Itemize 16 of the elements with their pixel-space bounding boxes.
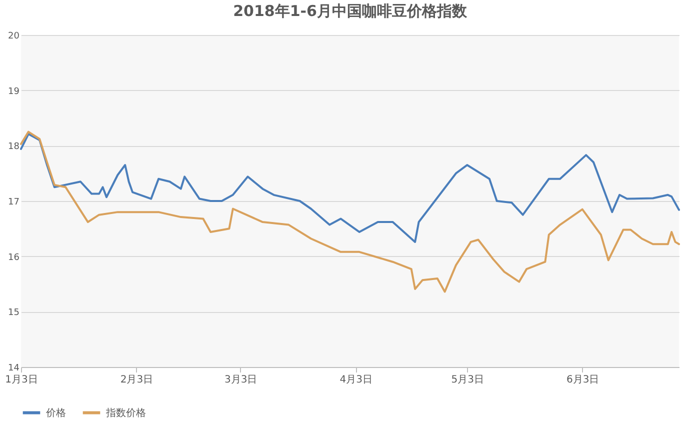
x-tick-label: 1月3日 (5, 374, 38, 386)
chart-title: 2018年1-6月中国咖啡豆价格指数 (233, 2, 468, 20)
y-tick-label: 17 (8, 198, 20, 208)
x-tick-label: 4月3日 (340, 374, 372, 386)
y-tick-label: 19 (8, 86, 20, 97)
x-tick-label: 3月3日 (224, 374, 258, 386)
x-tick-label: 5月3日 (451, 374, 484, 386)
y-tick-label: 14 (8, 364, 20, 374)
x-tick-label: 2月3日 (120, 374, 154, 386)
legend-label: 价格 (45, 406, 66, 419)
y-tick-label: 16 (8, 252, 20, 263)
legend-label: 指数价格 (105, 406, 146, 419)
x-tick-label: 6月3日 (566, 374, 600, 386)
y-tick-label: 20 (8, 32, 20, 42)
y-tick-label: 18 (8, 142, 20, 152)
y-tick-label: 15 (8, 308, 20, 318)
